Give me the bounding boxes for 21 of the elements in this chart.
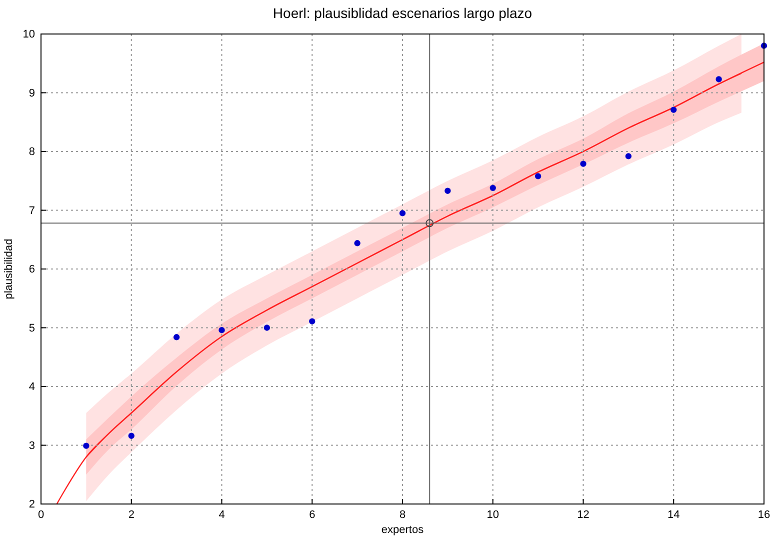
y-tick-label: 8 xyxy=(28,146,35,158)
x-tick-label: 12 xyxy=(577,508,590,521)
y-tick-label: 5 xyxy=(28,322,35,334)
y-tick-label: 7 xyxy=(28,204,35,217)
y-tick-label: 10 xyxy=(22,28,35,41)
x-tick-label: 2 xyxy=(128,508,134,521)
x-tick-label: 8 xyxy=(399,508,406,521)
y-tick-label: 6 xyxy=(28,264,35,276)
x-tick-label: 10 xyxy=(486,508,499,521)
y-tick-label: 9 xyxy=(28,87,35,100)
x-tick-label: 16 xyxy=(758,508,770,521)
y-axis-title: plausibilidad xyxy=(3,238,15,300)
x-axis-title: expertos xyxy=(381,524,424,536)
chart-title: Hoerl: plausiblidad escenarios largo plazo xyxy=(272,5,532,21)
y-tick-label: 2 xyxy=(28,498,35,511)
y-tick-label: 3 xyxy=(28,440,35,452)
y-tick-label: 4 xyxy=(28,381,35,394)
x-tick-label: 0 xyxy=(38,508,44,521)
x-tick-label: 4 xyxy=(218,508,225,521)
x-tick-label: 6 xyxy=(309,508,316,521)
x-tick-label: 14 xyxy=(668,508,680,521)
